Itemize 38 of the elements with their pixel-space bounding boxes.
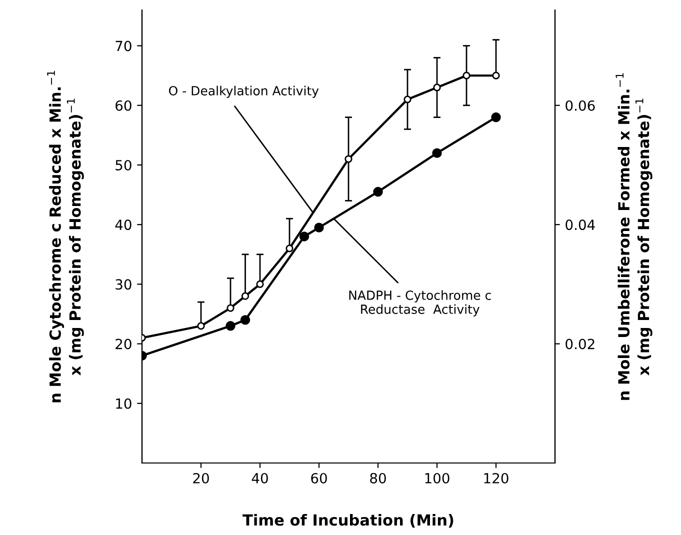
x-tick-label: 20 [193, 472, 209, 484]
x-axis-title: Time of Incubation (Min) [242, 514, 454, 528]
y-tick-label: 50 [116, 160, 132, 170]
point [197, 322, 205, 330]
x-tick-label: 100 [425, 472, 450, 484]
x-tick-label: 80 [370, 472, 386, 484]
y-tick-label: 40 [115, 220, 132, 230]
text: n Mole Umbelliferone Formed x Min.$^{−1}$ x (mg Protein of Homogenate)$^{−1}$ [616, 73, 652, 400]
point [373, 186, 383, 197]
y-tick-label: 60 [116, 100, 132, 111]
point [432, 148, 442, 158]
point [344, 155, 352, 163]
y2-tick-label: 0.04 [566, 220, 595, 230]
point [492, 72, 500, 80]
point [256, 280, 264, 288]
point [462, 72, 470, 80]
x-tick-label: 120 [484, 472, 508, 484]
point [240, 315, 250, 325]
y2-tick-label: 0.02 [566, 338, 594, 350]
annotation: NADPH - Cytochrome c Reductase Activity [349, 290, 491, 316]
point [491, 112, 501, 122]
point [404, 96, 412, 104]
y-tick-label: 10 [116, 398, 132, 409]
annotation: O - Dealkylation Activity [168, 86, 319, 98]
point [433, 84, 441, 92]
point [226, 321, 236, 331]
y2-tick-label: 0.06 [566, 100, 595, 111]
y-tick-label: 20 [116, 338, 132, 350]
point [226, 304, 234, 312]
point [314, 222, 324, 232]
y-tick-label: 30 [116, 279, 132, 290]
x-tick-label: 60 [311, 472, 327, 484]
point [299, 232, 310, 242]
point [241, 292, 250, 300]
x-tick-label: 40 [252, 472, 268, 484]
point [286, 244, 294, 252]
text: n Mole Cytochrome c Reduced x Min.$^{−1}$ x (mg Protein of Homogenate)$^{−1}$ [47, 70, 84, 402]
y-tick-label: 70 [116, 40, 132, 52]
